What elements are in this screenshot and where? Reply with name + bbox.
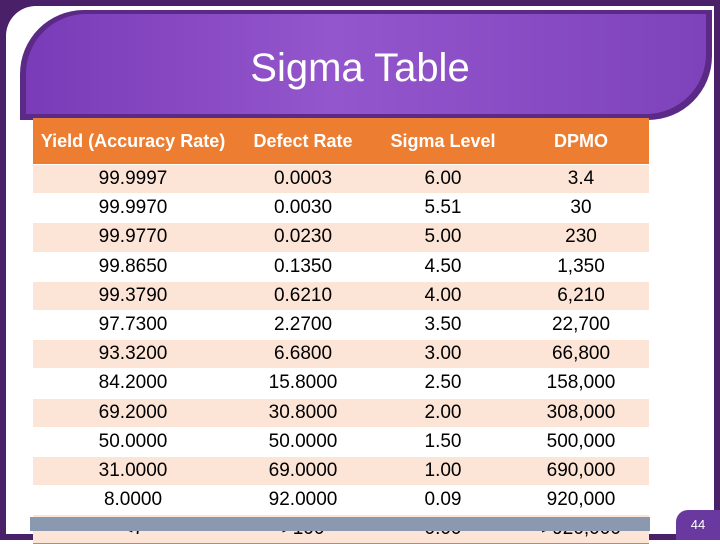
table-row: 84.2000 15.8000 2.50 158,000	[33, 368, 649, 398]
table-row: 99.8650 0.1350 4.50 1,350	[33, 251, 649, 282]
yield-cell: 97.7300	[33, 309, 233, 340]
table-body: 99.9997 0.0003 6.00 3.4 99.9970 0.0030 5.51 30 9…	[33, 163, 649, 544]
sigma-level-cell: 2.00	[373, 397, 513, 428]
yield-cell: 31.0000	[33, 455, 233, 486]
table-row: 99.9997 0.0003 6.00 3.4	[33, 163, 649, 194]
sigma-level-cell: 5.51	[373, 193, 513, 223]
dpmo-cell: 308,000	[513, 397, 649, 428]
dpmo-cell: 30	[513, 193, 649, 223]
yield-cell: 99.9970	[33, 193, 233, 223]
table-row: 99.9970 0.0030 5.51 30	[33, 193, 649, 223]
defect-rate-cell: 6.6800	[233, 339, 373, 369]
defect-rate-cell: 50.0000	[233, 426, 373, 457]
yield-cell: 93.3200	[33, 339, 233, 369]
sigma-level-cell: 0.09	[373, 485, 513, 515]
yield-cell: 99.9997	[33, 163, 233, 194]
yield-cell: 8.0000	[33, 485, 233, 515]
yield-cell: 99.8650	[33, 251, 233, 282]
sigma-level-cell: 6.00	[373, 163, 513, 194]
dpmo-cell: 500,000	[513, 426, 649, 457]
header-sigma-level: Sigma Level	[373, 118, 513, 165]
yield-cell: 69.2000	[33, 397, 233, 428]
dpmo-cell: 66,800	[513, 339, 649, 369]
table-row: 99.3790 0.6210 4.00 6,210	[33, 280, 649, 311]
dpmo-cell: 690,000	[513, 455, 649, 486]
dpmo-cell: 22,700	[513, 309, 649, 340]
table-row: 31.0000 69.0000 1.00 690,000	[33, 455, 649, 486]
dpmo-cell: 920,000	[513, 485, 649, 515]
dpmo-cell: 3.4	[513, 163, 649, 194]
header-dpmo: DPMO	[513, 118, 649, 165]
defect-rate-cell: 0.0030	[233, 193, 373, 223]
defect-rate-cell: 0.1350	[233, 251, 373, 282]
footer-bar	[30, 517, 650, 531]
sigma-level-cell: 3.00	[373, 339, 513, 369]
slide-title: Sigma Table	[250, 46, 470, 90]
defect-rate-cell: 30.8000	[233, 397, 373, 428]
sigma-level-cell: 5.00	[373, 222, 513, 253]
title-band	[26, 14, 706, 114]
defect-rate-cell: 15.8000	[233, 368, 373, 398]
yield-cell: 99.9770	[33, 222, 233, 253]
sigma-table: Yield (Accuracy Rate) Defect Rate Sigma …	[33, 118, 649, 544]
dpmo-cell: 158,000	[513, 368, 649, 398]
header-yield: Yield (Accuracy Rate)	[33, 118, 233, 165]
dpmo-cell: 1,350	[513, 251, 649, 282]
defect-rate-cell: 0.6210	[233, 280, 373, 311]
defect-rate-cell: 0.0230	[233, 222, 373, 253]
dpmo-cell: 6,210	[513, 280, 649, 311]
defect-rate-cell: 92.0000	[233, 485, 373, 515]
page-number: 44	[676, 510, 720, 540]
table-row: 50.0000 50.0000 1.50 500,000	[33, 426, 649, 457]
sigma-level-cell: 3.50	[373, 309, 513, 340]
table-row: 93.3200 6.6800 3.00 66,800	[33, 339, 649, 369]
table-row: 8.0000 92.0000 0.09 920,000	[33, 485, 649, 515]
table-row: 99.9770 0.0230 5.00 230	[33, 222, 649, 253]
yield-cell: 99.3790	[33, 280, 233, 311]
header-defect-rate: Defect Rate	[233, 118, 373, 165]
dpmo-cell: 230	[513, 222, 649, 253]
sigma-level-cell: 1.50	[373, 426, 513, 457]
table-header-row: Yield (Accuracy Rate) Defect Rate Sigma …	[33, 118, 649, 165]
sigma-level-cell: 1.00	[373, 455, 513, 486]
table-row: 97.7300 2.2700 3.50 22,700	[33, 309, 649, 340]
yield-cell: 50.0000	[33, 426, 233, 457]
defect-rate-cell: 69.0000	[233, 455, 373, 486]
defect-rate-cell: 2.2700	[233, 309, 373, 340]
yield-cell: 84.2000	[33, 368, 233, 398]
table-row: 69.2000 30.8000 2.00 308,000	[33, 397, 649, 428]
sigma-level-cell: 4.00	[373, 280, 513, 311]
defect-rate-cell: 0.0003	[233, 163, 373, 194]
sigma-level-cell: 2.50	[373, 368, 513, 398]
sigma-level-cell: 4.50	[373, 251, 513, 282]
